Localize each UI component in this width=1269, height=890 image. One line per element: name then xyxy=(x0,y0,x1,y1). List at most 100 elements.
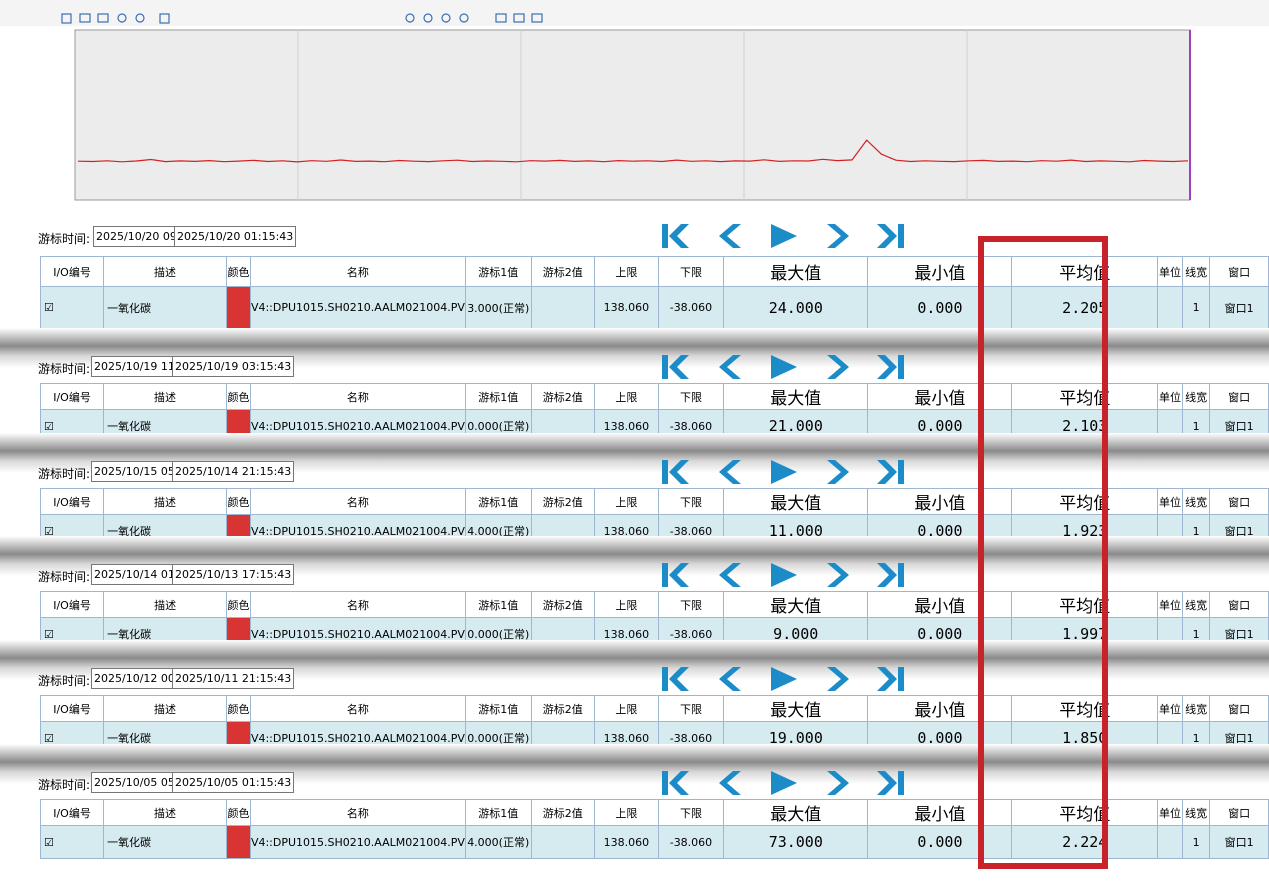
cursor-time-label: 游标时间: xyxy=(38,232,91,246)
first-button[interactable] xyxy=(662,355,689,379)
last-button[interactable] xyxy=(877,771,904,795)
column-header: 游标1值 xyxy=(464,383,532,410)
column-header: I/O编号 xyxy=(39,383,105,410)
play-button[interactable] xyxy=(771,355,797,379)
avg-value: 2.224 xyxy=(1011,825,1159,859)
last-button[interactable] xyxy=(877,224,904,248)
column-header: 下限 xyxy=(657,488,725,515)
next-button[interactable] xyxy=(827,667,849,691)
column-header: 上限 xyxy=(593,799,659,826)
cursor1-value: 4.000(正常) xyxy=(464,825,532,859)
cursor-time[interactable]: 2025/10/11 21:15:43 xyxy=(172,668,295,689)
column-header: 线宽 xyxy=(1181,799,1211,826)
play-button[interactable] xyxy=(771,667,797,691)
column-header: 窗口 xyxy=(1209,695,1269,722)
column-header: 单位 xyxy=(1157,591,1183,618)
toolbar xyxy=(0,0,1269,26)
column-header: 颜色 xyxy=(226,799,251,826)
play-button[interactable] xyxy=(771,771,797,795)
column-header: 名称 xyxy=(249,488,466,515)
play-button[interactable] xyxy=(771,460,797,484)
check[interactable]: ☑ xyxy=(39,514,105,548)
cursor-time[interactable]: 2025/10/19 03:15:43 xyxy=(172,356,295,377)
next-button[interactable] xyxy=(827,460,849,484)
column-header: 单位 xyxy=(1157,488,1183,515)
last-button[interactable] xyxy=(877,460,904,484)
prev-button[interactable] xyxy=(719,563,741,587)
column-header: 游标2值 xyxy=(530,488,595,515)
last-button[interactable] xyxy=(877,667,904,691)
cursor-time[interactable]: 2025/10/14 21:15:43 xyxy=(172,461,295,482)
check[interactable]: ☑ xyxy=(39,825,105,859)
prev-button[interactable] xyxy=(719,224,741,248)
play-button[interactable] xyxy=(771,224,797,248)
play-button[interactable] xyxy=(771,563,797,587)
column-header: 上限 xyxy=(593,488,659,515)
header-row: I/O编号 描述 颜色 名称 游标1值 游标2值 上限 下限 最大值 最小值 平均值 单位 线宽 窗口 xyxy=(39,256,1269,287)
column-header: 窗口 xyxy=(1209,256,1269,287)
cursor-time-label: 游标时间: xyxy=(38,570,91,584)
unit xyxy=(1157,825,1183,859)
column-header: I/O编号 xyxy=(39,799,105,826)
column-header: 上限 xyxy=(593,256,659,287)
column-header: 最大值 xyxy=(723,695,869,722)
column-header: 最大值 xyxy=(723,591,869,618)
color-cell xyxy=(226,825,251,859)
column-header: 颜色 xyxy=(226,488,251,515)
column-header: 最大值 xyxy=(723,488,869,515)
last-button[interactable] xyxy=(877,355,904,379)
data-row: ☑ 一氧化碳 V4::DPU1015.SH0210.AALM021004.PV 4.0… xyxy=(39,825,1269,859)
column-header: 平均值 xyxy=(1011,799,1159,826)
cursor-time[interactable]: 2025/10/13 17:15:43 xyxy=(172,564,295,585)
column-header: 最大值 xyxy=(723,383,869,410)
first-button[interactable] xyxy=(662,563,689,587)
next-button[interactable] xyxy=(827,563,849,587)
first-button[interactable] xyxy=(662,667,689,691)
column-header: 游标1值 xyxy=(464,695,532,722)
next-button[interactable] xyxy=(827,771,849,795)
cursor-time[interactable]: 2025/10/20 01:15:43 xyxy=(174,226,297,247)
prev-button[interactable] xyxy=(719,667,741,691)
column-header: 单位 xyxy=(1157,799,1183,826)
column-header: 最小值 xyxy=(867,695,1013,722)
prev-button[interactable] xyxy=(719,771,741,795)
column-header: 最小值 xyxy=(867,256,1013,287)
column-header: 游标2值 xyxy=(530,383,595,410)
column-header: 颜色 xyxy=(226,695,251,722)
prev-button[interactable] xyxy=(719,460,741,484)
column-header: 名称 xyxy=(249,695,466,722)
next-button[interactable] xyxy=(827,224,849,248)
check[interactable]: ☑ xyxy=(39,286,105,329)
next-button[interactable] xyxy=(827,355,849,379)
upper-limit: 138.060 xyxy=(593,825,659,859)
window: 窗口1 xyxy=(1209,825,1269,859)
upper-limit: 138.060 xyxy=(593,286,659,329)
nav-buttons xyxy=(662,224,904,248)
min-value: 0.000 xyxy=(867,286,1013,329)
column-header: 下限 xyxy=(657,256,725,287)
column-header: I/O编号 xyxy=(39,695,105,722)
nav-buttons xyxy=(662,667,904,691)
column-header: 平均值 xyxy=(1011,383,1159,410)
color-swatch xyxy=(227,826,250,858)
column-header: 线宽 xyxy=(1181,383,1211,410)
trend-line xyxy=(77,139,1189,163)
first-button[interactable] xyxy=(662,771,689,795)
first-button[interactable] xyxy=(662,224,689,248)
nav-buttons xyxy=(662,563,904,587)
column-header: 平均值 xyxy=(1011,488,1159,515)
column-header: 窗口 xyxy=(1209,591,1269,618)
lower-limit: -38.060 xyxy=(657,825,725,859)
cursor-time-label: 游标时间: xyxy=(38,674,91,688)
column-header: 名称 xyxy=(249,256,466,287)
prev-button[interactable] xyxy=(719,355,741,379)
column-header: I/O编号 xyxy=(39,256,105,287)
series-table: I/O编号 描述 颜色 名称 游标1值 游标2值 上限 下限 最大值 最小值 平均值 单位 线宽 窗口 ☑ 一… xyxy=(39,799,1269,859)
cursor-time[interactable]: 2025/10/05 01:15:43 xyxy=(172,772,295,793)
last-button[interactable] xyxy=(877,563,904,587)
column-header: 上限 xyxy=(593,383,659,410)
column-header: 描述 xyxy=(103,383,228,410)
first-button[interactable] xyxy=(662,460,689,484)
column-header: 上限 xyxy=(593,695,659,722)
description: 一氧化碳 xyxy=(103,825,228,859)
